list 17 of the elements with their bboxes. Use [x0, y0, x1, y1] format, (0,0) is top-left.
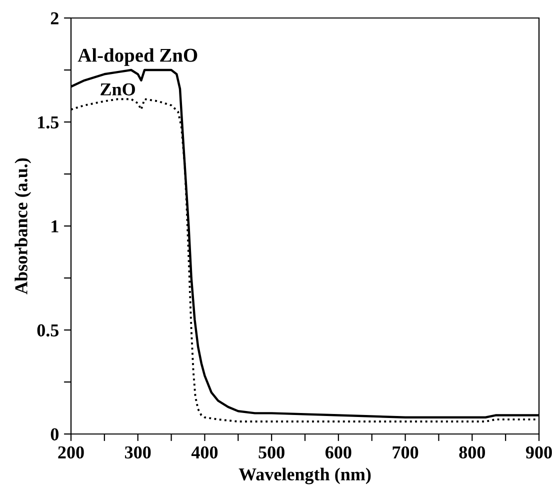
- series-label: Al-doped ZnO: [78, 48, 198, 66]
- x-tick-label: 700: [392, 446, 418, 459]
- series-label: ZnO: [100, 83, 135, 96]
- y-tick-label: 1: [52, 220, 58, 232]
- x-tick-label: 500: [258, 446, 284, 459]
- y-axis-title: Absorbance (a.u.): [14, 158, 32, 294]
- x-tick-label: 300: [124, 446, 151, 459]
- x-tick-label: 900: [526, 446, 552, 459]
- y-tick-label: 0.5: [37, 324, 59, 337]
- y-tick-label: 0: [50, 428, 59, 440]
- y-tick-label: 1.5: [38, 116, 59, 129]
- x-tick-label: 200: [58, 446, 84, 459]
- x-axis-title: Wavelength (nm): [238, 468, 371, 484]
- y-tick-label: 2: [50, 12, 58, 24]
- x-tick-label: 400: [191, 446, 218, 459]
- x-tick-label: 600: [326, 446, 352, 459]
- x-tick-label: 800: [459, 446, 485, 459]
